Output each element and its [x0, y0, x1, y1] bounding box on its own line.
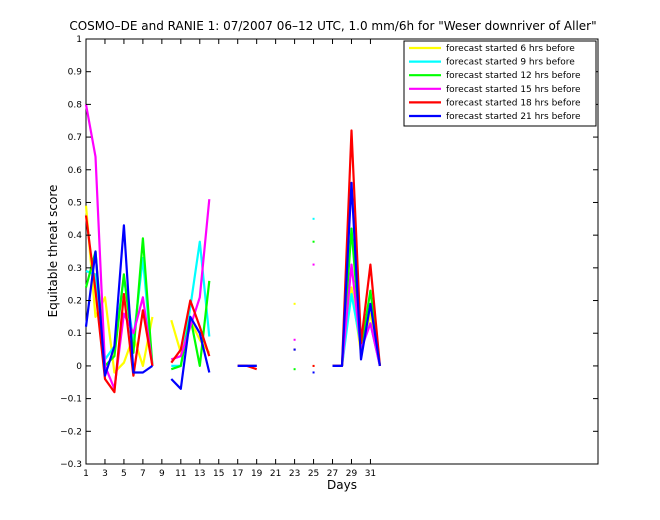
series-3-point — [312, 240, 315, 243]
legend: forecast started 6 hrs before forecast st… — [403, 40, 597, 127]
series-6 — [84, 181, 381, 390]
x-tick-label: 23 — [289, 469, 300, 479]
y-tick-label: −0.2 — [60, 427, 82, 437]
x-tick-label: 27 — [327, 469, 338, 479]
legend-label: forecast started 15 hrs before — [446, 85, 581, 95]
legend-label: forecast started 21 hrs before — [446, 112, 581, 122]
y-tick-label: −0.3 — [60, 460, 82, 470]
y-tick-label: 0.7 — [68, 133, 82, 143]
x-tick-label: 5 — [121, 469, 127, 479]
x-tick-label: 25 — [308, 469, 319, 479]
y-tick-label: 0.4 — [68, 231, 83, 241]
series-6-line — [84, 224, 154, 377]
y-tick-label: 0.2 — [68, 297, 82, 307]
y-tick-label: −0.1 — [60, 395, 82, 405]
x-tick-label: 21 — [270, 469, 281, 479]
chart-title: COSMO–DE and RANIE 1: 07/2007 06–12 UTC,… — [69, 19, 596, 33]
x-axis-title: Days — [327, 478, 357, 492]
y-tick-label: 0 — [76, 362, 82, 372]
legend-items: forecast started 6 hrs before forecast st… — [409, 44, 581, 122]
legend-label: forecast started 6 hrs before — [446, 44, 575, 54]
series-1-point — [293, 302, 296, 305]
legend-label: forecast started 18 hrs before — [446, 98, 581, 108]
x-tick-label: 15 — [213, 469, 224, 479]
y-tick-label: 0.6 — [68, 166, 83, 176]
x-tick-label: 13 — [194, 469, 205, 479]
series-5-line — [84, 215, 154, 394]
y-tick-label: 0.8 — [68, 100, 83, 110]
y-axis-title: Equitable threat score — [46, 185, 60, 318]
x-tick-label: 1 — [83, 469, 89, 479]
series-4-line — [170, 199, 211, 361]
x-tick-label: 3 — [102, 469, 108, 479]
x-tick-label: 29 — [346, 469, 358, 479]
y-tick-label: 0.3 — [68, 264, 82, 274]
x-tick-label: 17 — [232, 469, 243, 479]
x-tick-label: 9 — [159, 469, 165, 479]
series-6-line — [332, 181, 381, 367]
ticks-layer: 1 3 5 7 9 11 13 15 17 19 21 23 25 27 29 31−0.3−0.2−0.10… — [60, 35, 598, 479]
x-tick-label: 19 — [251, 469, 263, 479]
legend-label: forecast started 12 hrs before — [446, 71, 581, 81]
series-3-point — [293, 368, 296, 371]
series-4-point — [312, 263, 315, 266]
series-5-line — [170, 299, 211, 364]
series-2-point — [312, 217, 315, 220]
series-4-point — [293, 338, 296, 341]
y-tick-label: 0.1 — [68, 329, 82, 339]
y-tick-label: 0.9 — [68, 68, 83, 78]
series-6-point — [312, 371, 315, 374]
series-layer — [84, 104, 381, 394]
y-tick-label: 1 — [76, 35, 82, 45]
y-tick-label: 0.5 — [68, 198, 82, 208]
legend-box — [403, 40, 597, 127]
x-tick-label: 31 — [365, 469, 376, 479]
series-5-point — [312, 364, 315, 367]
x-tick-label: 11 — [175, 469, 186, 479]
series-6-line — [170, 315, 211, 390]
series-6-point — [293, 348, 296, 351]
legend-label: forecast started 9 hrs before — [446, 58, 575, 68]
x-tick-label: 7 — [140, 469, 146, 479]
